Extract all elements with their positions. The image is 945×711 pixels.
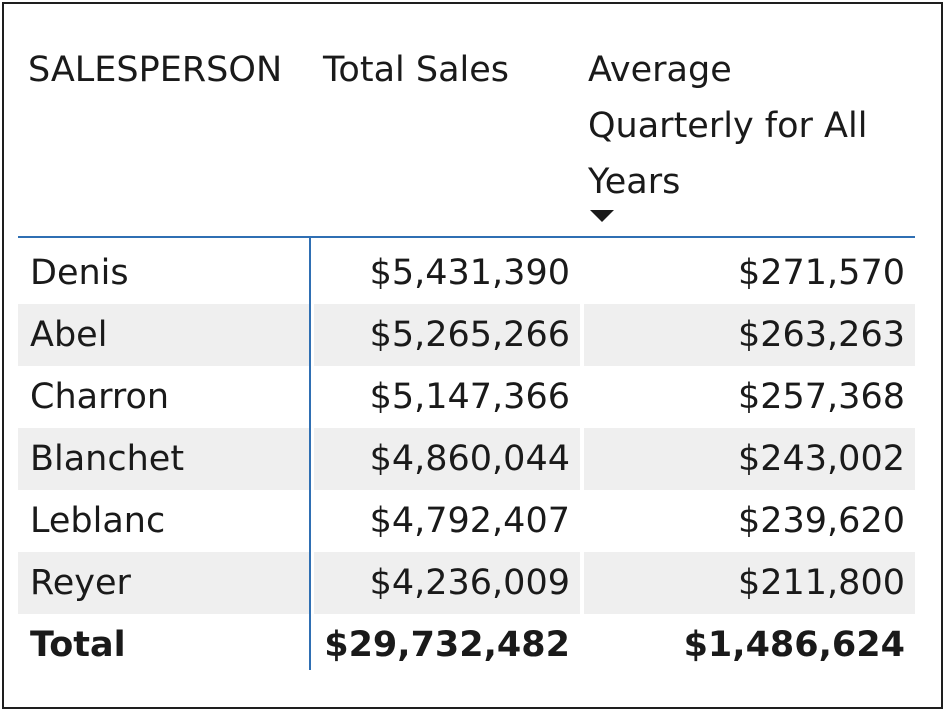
avg-quarterly-cell: $243,002 [584,428,915,490]
table-row[interactable]: Denis $5,431,390 $271,570 [18,242,915,304]
salesperson-cell: Blanchet [18,428,310,490]
table-body: Denis $5,431,390 $271,570 Abel $5,265,26… [18,238,915,676]
avg-quarterly-cell: $271,570 [737,253,905,293]
sort-descending-icon[interactable] [590,210,614,222]
table-row[interactable]: Blanchet $4,860,044 $243,002 [18,428,915,490]
total-sales-cell: $5,265,266 [314,304,580,366]
total-sales-cell: $5,431,390 [369,253,570,293]
total-row: Total $29,732,482 $1,486,624 [18,614,915,676]
column-divider [309,236,311,670]
table-header: SALESPERSON Total Sales Average Quarterl… [18,4,915,238]
avg-quarterly-cell: $263,263 [584,304,915,366]
salesperson-cell: Reyer [18,552,310,614]
avg-quarterly-cell: $239,620 [737,501,905,541]
salesperson-cell: Charron [30,377,170,417]
total-sales-cell: $4,860,044 [314,428,580,490]
header-total-sales[interactable]: Total Sales [323,50,510,90]
sales-table: SALESPERSON Total Sales Average Quarterl… [18,4,915,676]
table-row[interactable]: Charron $5,147,366 $257,368 [18,366,915,428]
table-row[interactable]: Reyer $4,236,009 $211,800 [18,552,915,614]
salesperson-cell: Abel [18,304,310,366]
salesperson-cell: Denis [30,253,129,293]
total-sales-cell: $5,147,366 [369,377,570,417]
header-average-quarterly[interactable]: Average Quarterly for All Years [588,50,868,202]
header-salesperson[interactable]: SALESPERSON [28,50,283,90]
total-sales-sum: $29,732,482 [324,625,570,665]
table-row[interactable]: Leblanc $4,792,407 $239,620 [18,490,915,552]
salesperson-cell: Leblanc [30,501,166,541]
total-label: Total [30,625,126,665]
total-sales-cell: $4,236,009 [314,552,580,614]
total-sales-cell: $4,792,407 [369,501,570,541]
avg-quarterly-sum: $1,486,624 [683,625,905,665]
table-row[interactable]: Abel $5,265,266 $263,263 [18,304,915,366]
avg-quarterly-cell: $211,800 [584,552,915,614]
avg-quarterly-cell: $257,368 [737,377,905,417]
